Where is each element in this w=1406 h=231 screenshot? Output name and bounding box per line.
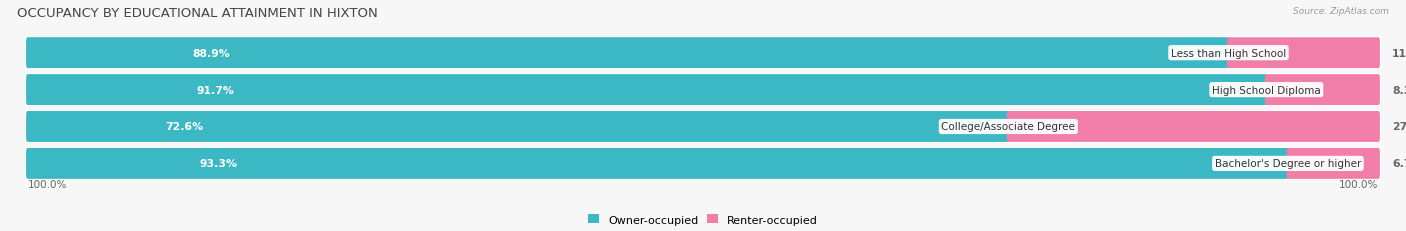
Text: Source: ZipAtlas.com: Source: ZipAtlas.com xyxy=(1294,7,1389,16)
FancyBboxPatch shape xyxy=(1007,112,1379,142)
FancyBboxPatch shape xyxy=(27,38,1230,69)
FancyBboxPatch shape xyxy=(1286,148,1379,179)
Text: High School Diploma: High School Diploma xyxy=(1212,85,1320,95)
Text: 72.6%: 72.6% xyxy=(166,122,204,132)
FancyBboxPatch shape xyxy=(27,75,1268,106)
Text: 100.0%: 100.0% xyxy=(1339,179,1378,189)
Text: College/Associate Degree: College/Associate Degree xyxy=(942,122,1076,132)
Text: 8.3%: 8.3% xyxy=(1392,85,1406,95)
Text: 6.7%: 6.7% xyxy=(1392,159,1406,169)
FancyBboxPatch shape xyxy=(27,148,1289,179)
Text: Bachelor's Degree or higher: Bachelor's Degree or higher xyxy=(1215,159,1361,169)
Text: 27.4%: 27.4% xyxy=(1392,122,1406,132)
FancyBboxPatch shape xyxy=(27,38,1379,69)
FancyBboxPatch shape xyxy=(1265,75,1379,106)
FancyBboxPatch shape xyxy=(27,75,1379,106)
Text: 93.3%: 93.3% xyxy=(200,159,238,169)
Text: 11.1%: 11.1% xyxy=(1392,49,1406,58)
FancyBboxPatch shape xyxy=(27,148,1379,179)
FancyBboxPatch shape xyxy=(1227,38,1379,69)
FancyBboxPatch shape xyxy=(27,112,1010,142)
Text: 88.9%: 88.9% xyxy=(193,49,229,58)
Text: 100.0%: 100.0% xyxy=(28,179,67,189)
Text: OCCUPANCY BY EDUCATIONAL ATTAINMENT IN HIXTON: OCCUPANCY BY EDUCATIONAL ATTAINMENT IN H… xyxy=(17,7,378,20)
Legend: Owner-occupied, Renter-occupied: Owner-occupied, Renter-occupied xyxy=(583,210,823,229)
Text: Less than High School: Less than High School xyxy=(1171,49,1286,58)
Text: 91.7%: 91.7% xyxy=(197,85,235,95)
FancyBboxPatch shape xyxy=(27,112,1379,142)
